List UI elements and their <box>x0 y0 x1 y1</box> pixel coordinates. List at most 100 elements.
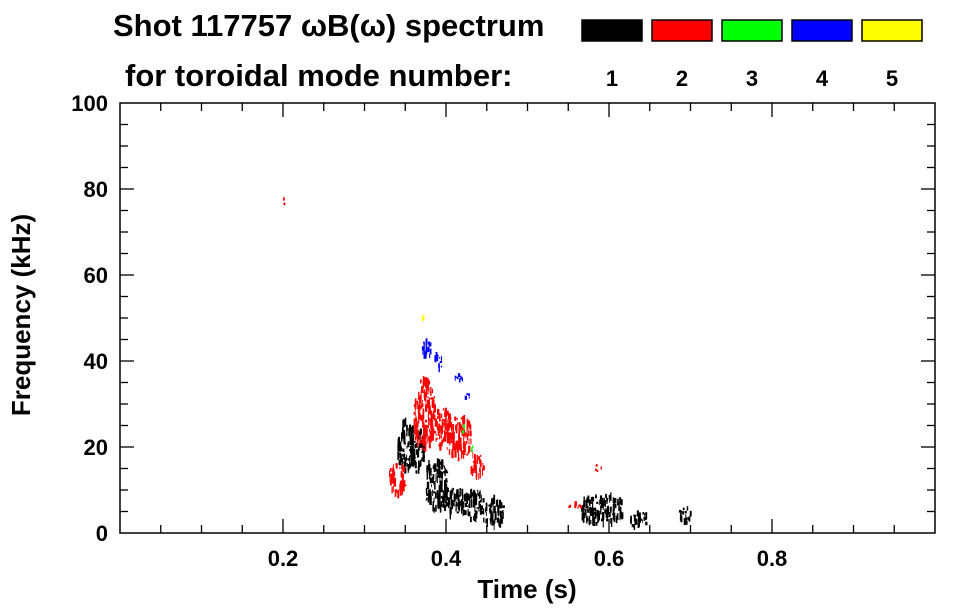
y-tick-label: 20 <box>84 435 108 460</box>
spectral-streak <box>451 487 453 496</box>
spectral-streak <box>457 448 458 453</box>
spectral-streak <box>463 415 466 424</box>
spectral-streak <box>461 494 464 501</box>
spectral-streak <box>685 520 688 525</box>
spectral-streak <box>425 392 428 398</box>
spectral-streak <box>449 433 451 437</box>
spectral-streak <box>407 458 409 460</box>
spectral-streak <box>406 424 408 431</box>
spectral-streak <box>428 489 430 498</box>
spectral-streak <box>613 512 616 522</box>
spectral-streak <box>411 455 413 460</box>
spectral-streak <box>389 468 392 472</box>
spectral-streak <box>402 484 405 492</box>
spectral-streak <box>428 468 431 475</box>
spectral-streak <box>453 424 454 434</box>
spectral-streak <box>420 381 421 384</box>
spectral-streak <box>420 414 423 421</box>
spectral-streak <box>461 377 463 382</box>
spectral-streak <box>492 514 494 520</box>
spectral-streak <box>399 480 403 484</box>
legend-label-mode-1: 1 <box>606 66 618 91</box>
spectral-streak <box>425 442 427 451</box>
spectral-streak <box>414 435 417 441</box>
spectral-streak <box>587 517 589 522</box>
spectral-streak <box>634 523 637 525</box>
spectral-streak <box>428 387 430 394</box>
spectral-streak <box>409 435 412 445</box>
spectral-streak <box>458 430 460 439</box>
spectral-streak <box>450 441 453 444</box>
spectral-streak <box>462 508 464 516</box>
spectral-streak <box>455 503 457 512</box>
spectral-streak <box>461 507 463 514</box>
spectral-streak <box>425 395 427 404</box>
spectral-streak <box>605 493 607 499</box>
spectral-streak <box>574 506 577 509</box>
spectral-streak <box>472 471 475 474</box>
spectral-streak <box>687 517 690 521</box>
spectral-streak <box>408 427 411 437</box>
spectral-streak <box>435 438 437 442</box>
spectral-streak <box>422 450 425 455</box>
spectral-blob <box>454 373 463 383</box>
spectral-streak <box>418 437 420 440</box>
spectral-streak <box>420 379 422 383</box>
spectral-streak <box>427 388 429 392</box>
spectral-streak <box>499 510 502 515</box>
spectral-streak <box>436 458 439 468</box>
spectral-streak <box>492 497 494 506</box>
spectral-streak <box>644 517 647 520</box>
spectral-streak <box>581 512 584 521</box>
spectral-streak <box>473 496 475 504</box>
spectral-streak <box>477 493 480 495</box>
spectral-streak <box>495 500 498 507</box>
spectral-streak <box>493 523 495 531</box>
spectral-streak <box>583 496 585 505</box>
spectral-streak <box>460 499 463 506</box>
spectral-streak <box>485 502 488 505</box>
spectral-streak <box>633 514 636 522</box>
spectral-streak <box>403 435 406 444</box>
spectral-streak <box>390 479 392 486</box>
spectral-streak <box>422 408 424 412</box>
spectral-streak <box>479 503 482 507</box>
spectral-streak <box>419 412 421 417</box>
spectral-streak <box>401 454 402 458</box>
spectral-streak <box>412 446 414 454</box>
spectral-streak <box>446 433 448 438</box>
spectral-blob <box>413 376 436 452</box>
spectral-streak <box>429 417 431 426</box>
spectral-streak <box>435 492 437 497</box>
spectral-streak <box>640 518 642 521</box>
series-mode-1 <box>397 417 692 531</box>
spectral-streak <box>467 493 470 499</box>
spectral-streak <box>431 388 433 394</box>
spectral-streak <box>590 519 592 524</box>
spectral-streak <box>583 513 585 516</box>
spectral-streak <box>435 504 437 512</box>
spectral-streak <box>469 430 472 437</box>
spectral-streak <box>429 495 430 504</box>
spectral-streak <box>615 515 618 524</box>
spectral-streak <box>502 505 505 508</box>
spectral-streak <box>591 498 593 502</box>
spectral-streak <box>446 447 448 450</box>
spectral-streak <box>499 521 502 528</box>
spectral-streak <box>456 441 459 450</box>
spectral-streak <box>483 517 485 523</box>
spectral-streak <box>397 438 400 447</box>
spectral-streak <box>401 479 404 486</box>
spectral-streak <box>481 494 482 500</box>
spectral-streak <box>472 451 474 459</box>
spectral-streak <box>471 492 473 497</box>
legend-swatch-mode-5 <box>861 19 923 42</box>
spectral-streak <box>464 449 467 452</box>
legend-swatch-mode-4 <box>791 19 853 42</box>
x-tick-label: 0.4 <box>431 546 462 571</box>
spectral-streak <box>428 380 430 385</box>
spectral-streak <box>440 488 443 493</box>
spectral-streak <box>443 430 446 433</box>
spectral-streak <box>459 501 462 507</box>
spectral-streak <box>432 501 434 507</box>
